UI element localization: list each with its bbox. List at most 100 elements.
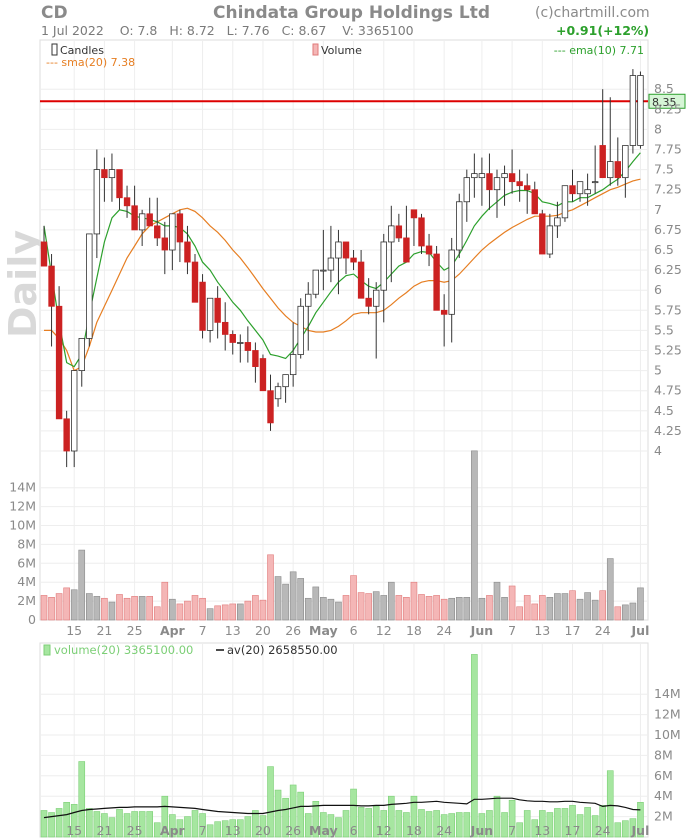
volume20-bar [48,812,55,838]
candle-up [289,354,297,376]
price-change: +0.91(+12%) [556,23,650,38]
legend-candles: Candles [60,44,104,57]
x-tick-label: 13 [534,823,550,838]
candle-down [524,185,531,191]
candle-down [569,185,576,195]
volume-bar [206,608,214,621]
price-tick-label: 7.75 [654,142,682,157]
volume20-bar [629,818,637,838]
x-tick-label: Apr [160,623,186,638]
x-tick-label: 24 [436,623,452,638]
x-tick-label: Jun [470,623,493,638]
volume20-bar [116,809,123,838]
volume20-tick-label: 8M [654,747,673,762]
volume-bar [516,606,523,621]
volume-bar [622,604,629,621]
volume20-bar [199,813,206,838]
price-tick-label: 4.75 [654,383,682,398]
volume20-bar [486,810,493,838]
volume20-bar [146,811,153,838]
price-tick-label: 7 [654,202,662,217]
volume20-bar [153,822,161,838]
candle-up [108,169,116,179]
candle-up [274,386,282,400]
volume-bar [335,601,342,621]
price-tick-label: 5.5 [654,322,674,337]
volume-bar [274,576,282,621]
x-tick-label: 18 [406,823,422,838]
volume-bar [614,606,622,621]
candle-up [478,173,486,179]
volume20-bar [637,802,644,838]
legend-ema10: --- ema(10) 7.71 [554,44,644,57]
candle-down [176,213,184,243]
volume20-bar [138,811,146,838]
volume20-bar [440,814,448,838]
candle-up [629,75,637,146]
candle-up [169,213,176,251]
volume-bar [169,598,176,621]
volume-bar [229,603,237,621]
candle-up [591,181,599,184]
x-tick-label: 21 [96,623,112,638]
volume20-bar [584,807,591,838]
volume20-bar [252,810,259,838]
candle-down [154,225,161,239]
volume20-bar [410,795,418,838]
volume20-bar [131,811,138,838]
candle-up [463,177,470,203]
volume20-bar [365,808,372,838]
candle-down [199,281,206,331]
volume20-tick-label: 12M [654,707,681,722]
volume20-bar [297,791,305,838]
volume-bar [48,597,55,621]
volume-bar [63,587,70,621]
volume20-bar [237,819,244,838]
x-tick-label: 7 [508,823,516,838]
volume20-bar [169,814,176,838]
candle-up [501,173,508,179]
legend-volume20-swatch [43,644,51,656]
volume-bar [584,592,591,621]
volume-bar [395,595,403,621]
volume-tick-label: 12M [9,499,36,514]
volume-bar [221,604,229,621]
candle-down [365,297,372,307]
volume20-bar [433,810,440,838]
x-tick-label: 15 [66,823,82,838]
volume-bar [493,581,501,621]
candle-down [184,241,191,263]
volume-bar [304,597,312,621]
volume20-bar [108,817,116,838]
x-tick-label: 6 [350,623,358,638]
volume20-bar [342,810,350,838]
candle-up [554,217,561,227]
candle-up [607,161,614,179]
volume20-bar [289,784,297,838]
volume20-bar [531,819,539,838]
candle-up [206,297,214,331]
volume-bar [546,597,554,621]
volume-bar [214,605,221,621]
volume20-bar [282,797,289,838]
candle-up [622,145,629,179]
site-credit: (c)chartmill.com [535,5,650,21]
volume-bar [403,597,410,621]
x-tick-label: 7 [199,623,207,638]
volume20-bar [599,805,607,838]
volume-bar [131,596,138,621]
volume20-bar [387,795,395,838]
candle-up [86,233,93,339]
volume-bar [508,585,516,621]
volume20-bar [229,819,237,838]
candle-down [350,257,357,263]
volume-bar [108,601,116,621]
legend-sma20: --- sma(20) 7.38 [46,56,135,69]
volume-bar [523,595,531,621]
volume20-bar [569,805,576,838]
volume-bar [153,606,161,621]
candle-down [267,390,274,424]
candle-down [539,213,546,255]
x-tick-label: May [309,823,338,838]
candle-up [380,241,387,291]
